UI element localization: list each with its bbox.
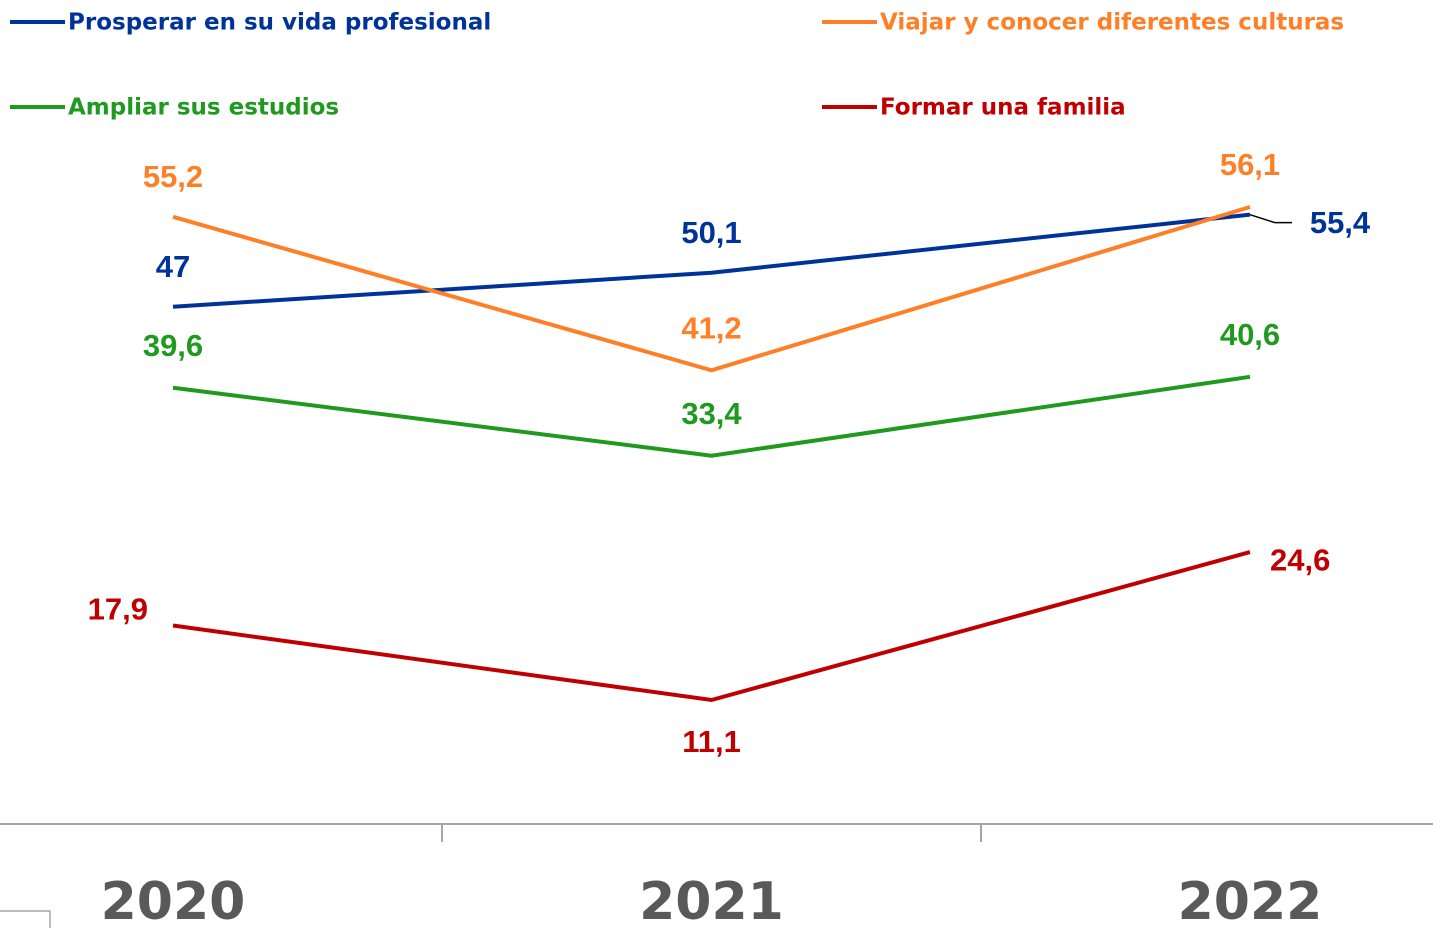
line xyxy=(172,374,1251,458)
legend-label: Prosperar en su vida profesional xyxy=(68,10,491,36)
value-label: 55,4 xyxy=(1310,205,1371,240)
value-label: 33,4 xyxy=(681,396,742,431)
legend-label: Formar una familia xyxy=(880,95,1126,121)
value-label: 56,1 xyxy=(1220,147,1280,182)
legend-label: Ampliar sus estudios xyxy=(68,95,339,121)
value-label: 41,2 xyxy=(681,310,741,345)
value-label: 50,1 xyxy=(681,215,741,250)
value-label: 17,9 xyxy=(88,592,148,627)
value-label: 40,6 xyxy=(1220,317,1280,352)
x-tick-label: 2020 xyxy=(101,872,246,928)
value-label: 47 xyxy=(156,249,190,284)
x-tick-label: 2021 xyxy=(639,872,784,928)
frame-corner xyxy=(0,910,51,928)
legend-label: Viajar y conocer diferentes culturas xyxy=(880,10,1344,36)
leader-line xyxy=(1249,213,1292,224)
x-tick-label: 2022 xyxy=(1178,872,1323,928)
value-label: 55,2 xyxy=(143,159,203,194)
line xyxy=(172,205,1251,373)
value-label: 39,6 xyxy=(143,328,203,363)
value-label: 24,6 xyxy=(1270,542,1330,577)
value-label: 11,1 xyxy=(682,724,741,759)
line xyxy=(172,212,1251,309)
line xyxy=(172,550,1251,703)
